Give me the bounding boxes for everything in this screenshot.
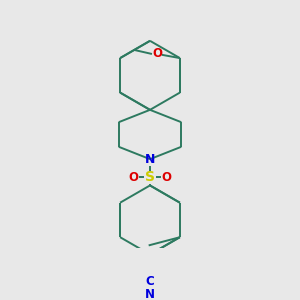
- Text: O: O: [152, 47, 162, 61]
- Text: C: C: [146, 275, 154, 288]
- Text: O: O: [129, 171, 139, 184]
- Text: O: O: [161, 171, 171, 184]
- Text: N: N: [145, 288, 155, 300]
- Text: S: S: [145, 170, 155, 184]
- Text: N: N: [145, 153, 155, 166]
